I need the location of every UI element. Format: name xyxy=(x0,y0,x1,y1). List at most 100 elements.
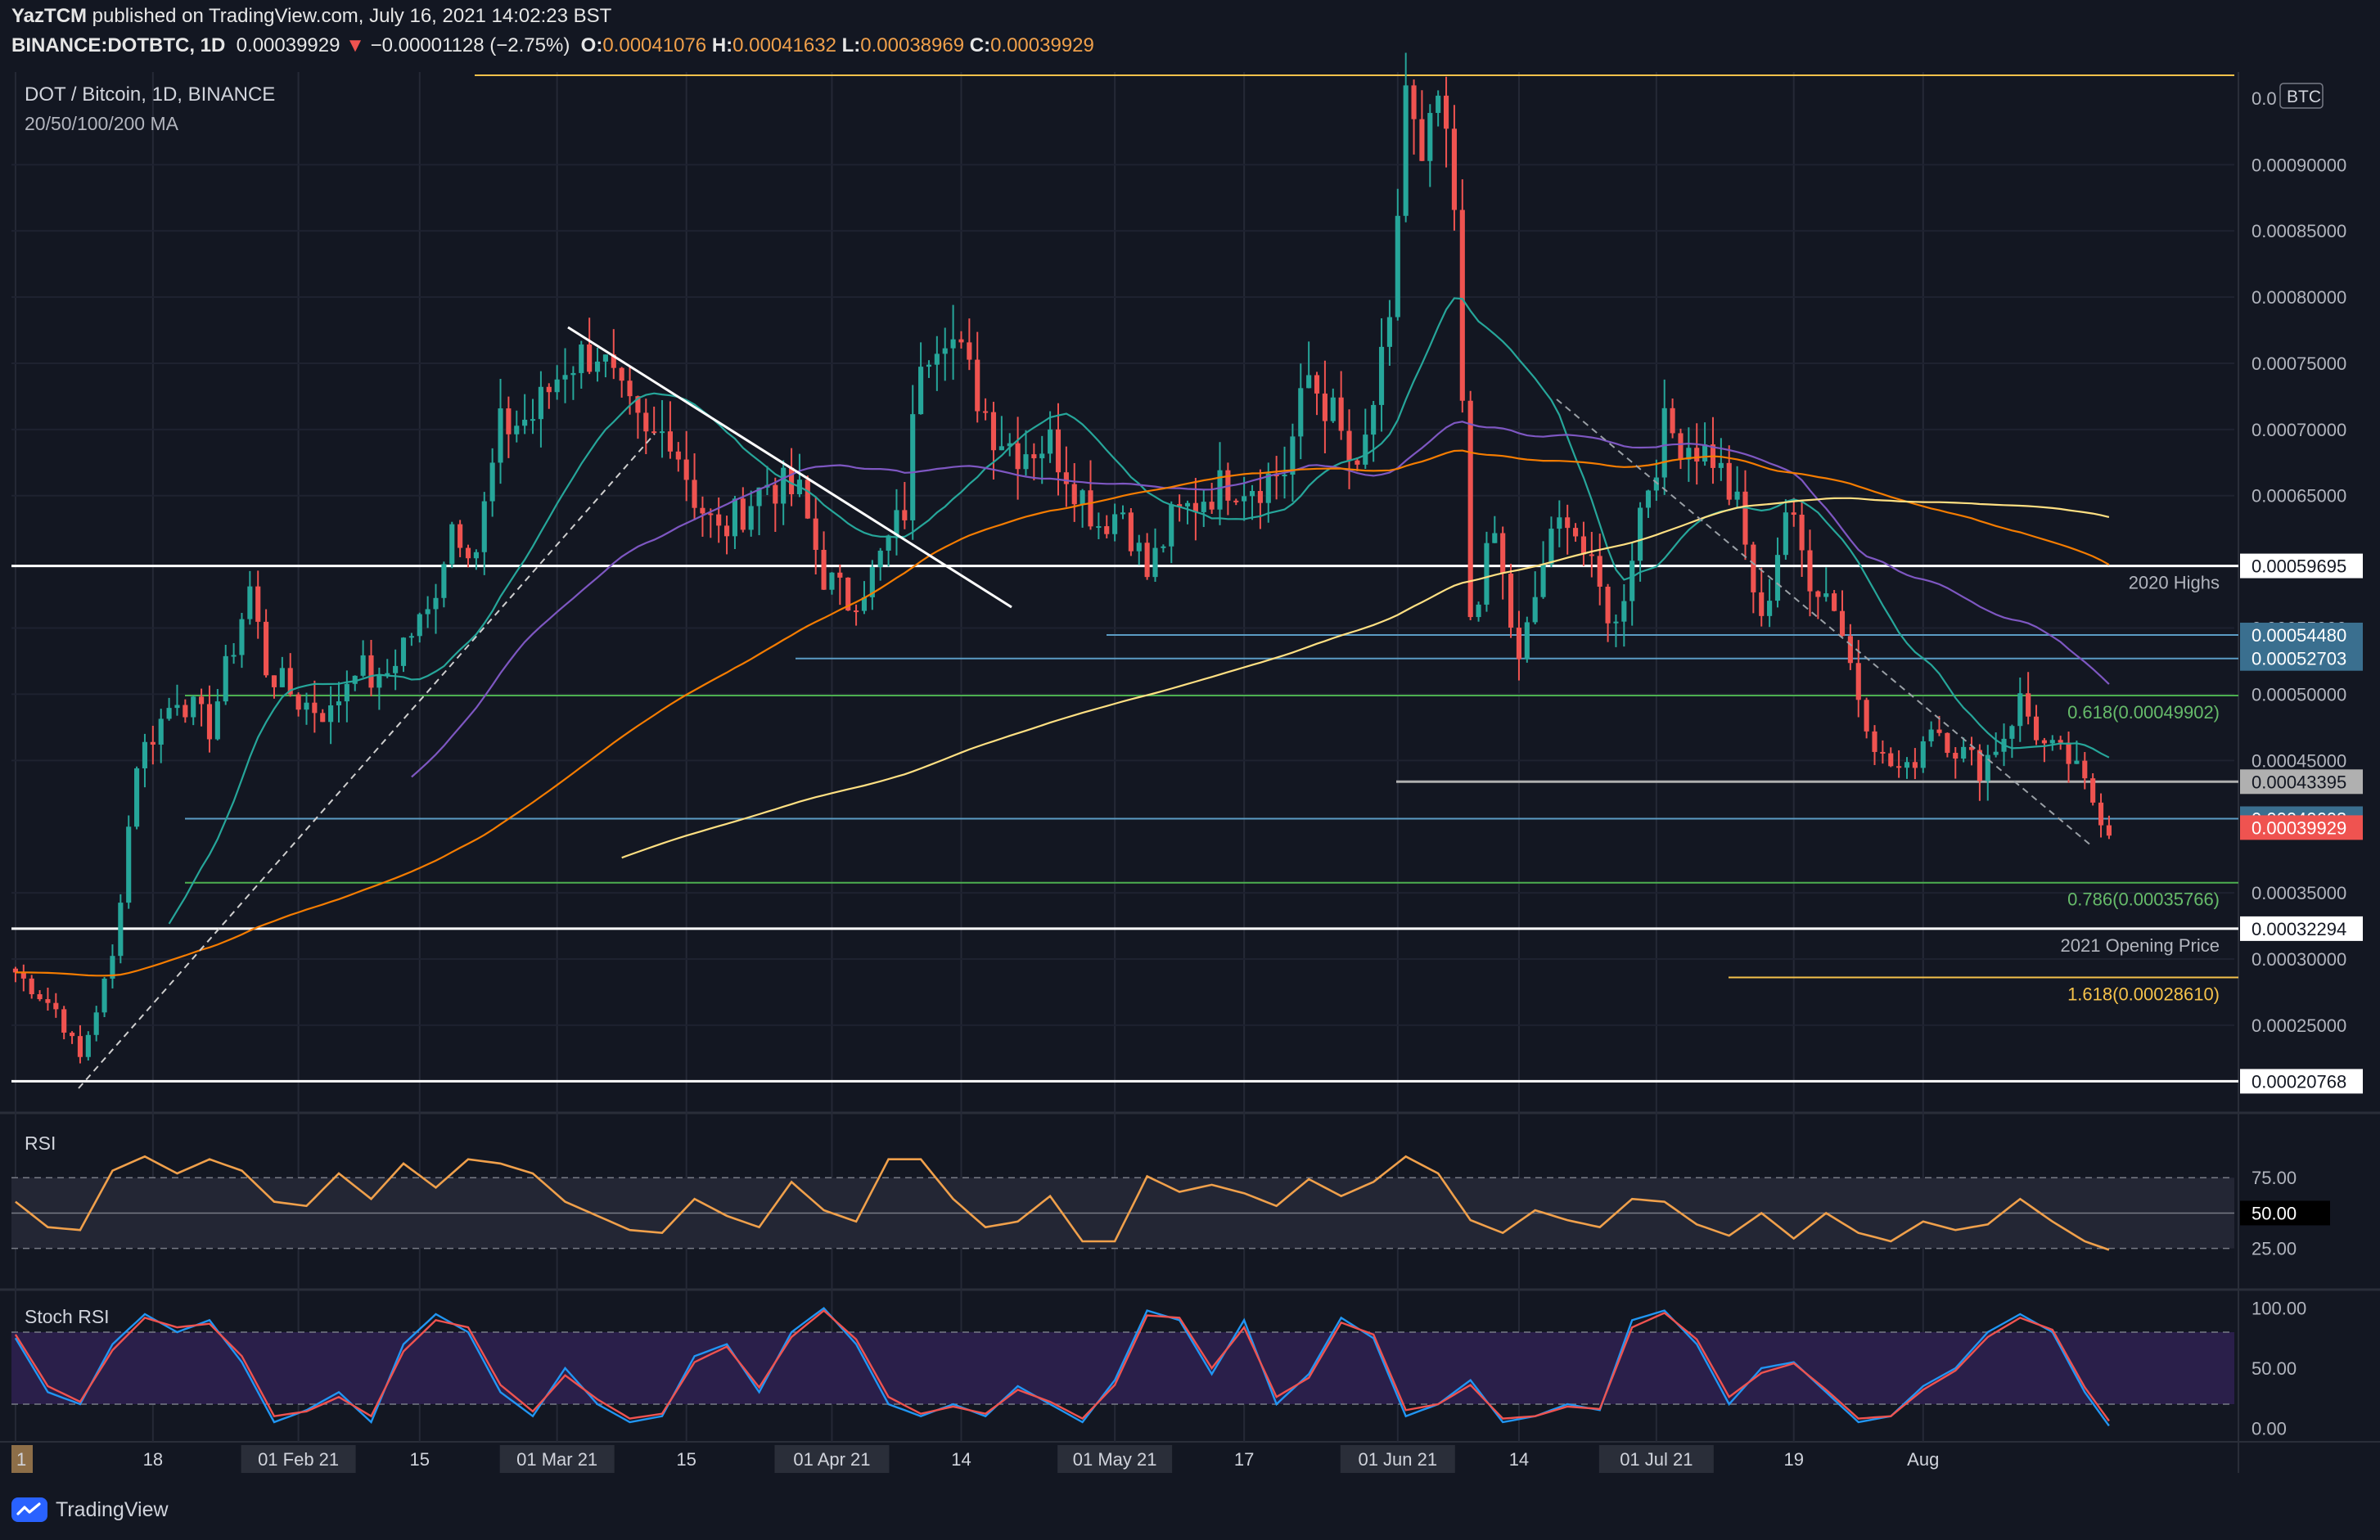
price-tick-0: 0.00090000 xyxy=(2252,155,2346,175)
candle-body xyxy=(134,768,140,827)
candle-body xyxy=(295,694,301,710)
candle-body xyxy=(1904,762,1910,768)
candle-body xyxy=(287,668,293,695)
x-tick-1: 18 xyxy=(143,1449,163,1470)
candle-body xyxy=(716,514,722,526)
candle-body xyxy=(37,993,43,1000)
candle-body xyxy=(975,359,980,412)
candle-body xyxy=(1621,601,1627,622)
last-price-badge-box xyxy=(2240,815,2363,840)
tradingview-logo-icon xyxy=(11,1497,47,1522)
candle-body xyxy=(667,431,673,452)
candle-body xyxy=(934,353,940,365)
candle-body xyxy=(2033,716,2040,741)
candle-body xyxy=(1548,529,1554,565)
candle-body xyxy=(1386,317,1392,347)
candle-body xyxy=(1071,484,1077,505)
resistance-trendline xyxy=(567,326,1012,609)
candle-body xyxy=(894,510,899,536)
candle-body xyxy=(1192,502,1198,512)
level-badge-0: 0.00059695 xyxy=(2252,556,2346,577)
level-badge-9: 0.00020768 xyxy=(2252,1071,2346,1092)
candle-body xyxy=(1120,512,1126,515)
candle-body xyxy=(1031,454,1037,459)
rsi-value-badge-box xyxy=(2240,1200,2330,1226)
candle-body xyxy=(1476,604,1481,618)
candle-body xyxy=(619,367,624,381)
candle-body xyxy=(1508,573,1514,628)
price-tick-3: 0.00075000 xyxy=(2252,353,2346,374)
candle-body xyxy=(199,696,205,705)
author-name[interactable]: YazTCM xyxy=(11,5,88,27)
stoch-tick-1: 50.00 xyxy=(2252,1358,2297,1379)
candle-body xyxy=(675,451,681,460)
candle-body xyxy=(1055,429,1062,473)
candle-body xyxy=(408,636,414,638)
candle-body xyxy=(1573,528,1579,537)
stoch-tick-0: 100.00 xyxy=(2252,1299,2306,1319)
candle-body xyxy=(1015,443,1021,470)
candle-body xyxy=(1265,473,1271,503)
candle-body xyxy=(174,705,180,709)
candle-body xyxy=(352,675,358,684)
candle-body xyxy=(279,668,285,687)
candle-body xyxy=(2058,740,2063,743)
candle-body xyxy=(732,498,737,537)
candle-body xyxy=(449,524,455,565)
candle-body xyxy=(320,713,326,723)
candle-body xyxy=(1985,754,1990,781)
candle-body xyxy=(1855,663,1861,700)
candle-body xyxy=(441,564,447,598)
candle-body xyxy=(1338,397,1344,431)
candle-body xyxy=(77,1036,83,1057)
candle-body xyxy=(740,498,746,530)
candle-body xyxy=(1306,375,1312,389)
candle-body xyxy=(1516,628,1522,660)
candle-body xyxy=(1419,119,1425,161)
candle-body xyxy=(1605,586,1611,624)
candle-body xyxy=(748,506,754,530)
candle-body xyxy=(602,354,608,362)
candle-body xyxy=(1936,729,1942,733)
support-trendline-dashed xyxy=(78,433,656,1089)
candle-body xyxy=(1767,601,1773,616)
ma50-line xyxy=(411,421,2110,778)
candle-body xyxy=(344,683,349,702)
candle-body xyxy=(829,572,835,590)
candle-body xyxy=(20,972,26,979)
candle-body xyxy=(255,586,261,622)
symbol-label[interactable]: BINANCE:DOTBTC, 1D xyxy=(11,34,226,56)
candle-body xyxy=(360,655,366,676)
candle-body xyxy=(304,702,309,710)
candle-body xyxy=(1953,753,1959,759)
candle-body xyxy=(1048,429,1053,454)
candle-body xyxy=(998,446,1004,451)
candle-body xyxy=(1945,732,1950,754)
candle-body xyxy=(530,419,536,421)
candle-body xyxy=(869,566,875,597)
tradingview-brand[interactable]: TradingView xyxy=(11,1497,169,1522)
candle-body xyxy=(1540,564,1546,597)
candle-body xyxy=(1039,453,1045,459)
level-badge-4: 0.00043395 xyxy=(2252,772,2346,792)
candle-body xyxy=(1209,502,1215,510)
candle-body xyxy=(1597,556,1602,587)
rsi-value-badge: 50.00 xyxy=(2252,1203,2297,1223)
candle-body xyxy=(214,701,220,740)
x-tick-box-4 xyxy=(499,1445,615,1473)
candle-body xyxy=(635,396,641,413)
candle-body xyxy=(587,344,593,372)
candle-body xyxy=(118,903,124,957)
candle-body xyxy=(845,577,851,611)
candle-body xyxy=(2049,740,2055,744)
candle-body xyxy=(1661,408,1667,478)
candle-body xyxy=(1807,550,1813,592)
candle-body xyxy=(546,386,552,393)
candle-body xyxy=(854,610,859,613)
candle-body xyxy=(1888,753,1894,767)
candle-body xyxy=(538,386,543,420)
candle-body xyxy=(1500,533,1506,574)
stoch-tick-2: 0.00 xyxy=(2252,1418,2287,1439)
candle-body xyxy=(1242,496,1247,502)
